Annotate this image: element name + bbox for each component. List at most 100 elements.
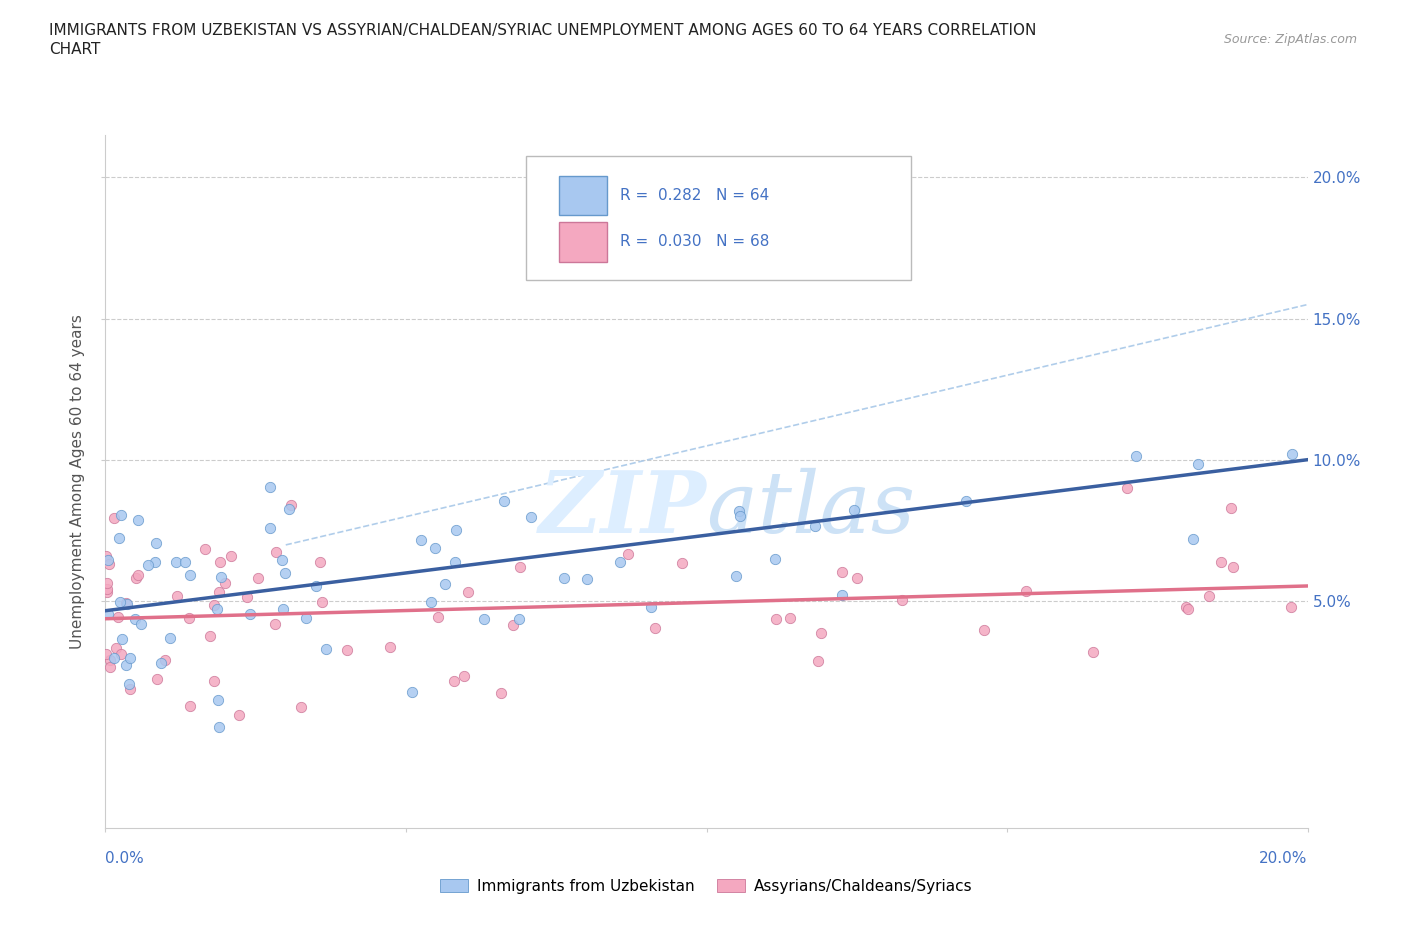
Point bbox=[763, 551, 786, 566]
Point bbox=[131, 617, 153, 631]
Point bbox=[118, 676, 141, 691]
Point bbox=[1198, 589, 1220, 604]
Point bbox=[127, 512, 149, 527]
Point bbox=[779, 611, 801, 626]
Point bbox=[263, 616, 285, 631]
Point bbox=[159, 631, 181, 646]
Point bbox=[146, 672, 169, 687]
Point bbox=[145, 536, 167, 551]
Point bbox=[290, 700, 312, 715]
Point bbox=[728, 509, 751, 524]
Point bbox=[457, 585, 479, 600]
Point bbox=[118, 650, 141, 665]
Point bbox=[890, 592, 912, 607]
Point bbox=[427, 609, 450, 624]
Legend: Immigrants from Uzbekistan, Assyrians/Chaldeans/Syriacs: Immigrants from Uzbekistan, Assyrians/Ch… bbox=[434, 872, 979, 899]
Point bbox=[103, 511, 125, 525]
Point bbox=[508, 611, 530, 626]
Point bbox=[207, 693, 229, 708]
Point bbox=[150, 656, 173, 671]
Point bbox=[1175, 600, 1198, 615]
Point bbox=[815, 241, 838, 256]
Point bbox=[308, 554, 330, 569]
Point bbox=[100, 653, 122, 668]
Text: Source: ZipAtlas.com: Source: ZipAtlas.com bbox=[1223, 33, 1357, 46]
Text: 0.0%: 0.0% bbox=[105, 851, 145, 866]
Point bbox=[115, 658, 138, 672]
Point bbox=[208, 584, 231, 599]
Point bbox=[472, 611, 495, 626]
Point bbox=[765, 612, 787, 627]
Point bbox=[105, 641, 128, 656]
Point bbox=[259, 520, 281, 535]
Point bbox=[209, 569, 232, 584]
Point bbox=[727, 504, 749, 519]
Point bbox=[609, 554, 631, 569]
Point bbox=[136, 558, 159, 573]
Point bbox=[96, 576, 118, 591]
Point bbox=[423, 540, 446, 555]
Point bbox=[1281, 600, 1303, 615]
Point bbox=[519, 510, 541, 525]
Point bbox=[247, 571, 270, 586]
Point bbox=[295, 611, 318, 626]
Point bbox=[411, 533, 433, 548]
Point bbox=[271, 602, 294, 617]
Point bbox=[165, 555, 187, 570]
Point bbox=[305, 578, 328, 593]
Text: ZIP: ZIP bbox=[538, 467, 707, 551]
Point bbox=[810, 625, 832, 640]
Point bbox=[640, 600, 662, 615]
Point bbox=[239, 607, 262, 622]
Point bbox=[846, 570, 869, 585]
Point bbox=[98, 557, 121, 572]
Point bbox=[831, 565, 853, 579]
Point bbox=[97, 606, 120, 621]
Point bbox=[125, 571, 148, 586]
Point bbox=[315, 642, 337, 657]
Text: CHART: CHART bbox=[49, 42, 101, 57]
FancyBboxPatch shape bbox=[526, 155, 911, 280]
Point bbox=[443, 674, 465, 689]
Point bbox=[115, 597, 138, 612]
Point bbox=[202, 598, 225, 613]
Point bbox=[273, 565, 295, 580]
Point bbox=[280, 498, 302, 512]
Point bbox=[1182, 531, 1205, 546]
Point bbox=[143, 554, 166, 569]
Point bbox=[103, 651, 125, 666]
Point bbox=[806, 653, 828, 668]
Point bbox=[277, 502, 299, 517]
Point bbox=[973, 622, 995, 637]
Point bbox=[110, 594, 132, 609]
Point bbox=[270, 552, 292, 567]
Point bbox=[214, 575, 236, 590]
Point bbox=[434, 577, 457, 591]
Point bbox=[616, 546, 638, 561]
Point bbox=[179, 698, 201, 713]
Point bbox=[110, 508, 132, 523]
Point bbox=[955, 494, 977, 509]
Point bbox=[200, 628, 222, 643]
Point bbox=[111, 631, 134, 646]
Point bbox=[127, 567, 149, 582]
Point bbox=[207, 602, 229, 617]
Text: 20.0%: 20.0% bbox=[1260, 851, 1308, 866]
Text: IMMIGRANTS FROM UZBEKISTAN VS ASSYRIAN/CHALDEAN/SYRIAC UNEMPLOYMENT AMONG AGES 6: IMMIGRANTS FROM UZBEKISTAN VS ASSYRIAN/C… bbox=[49, 23, 1036, 38]
Point bbox=[453, 669, 475, 684]
Point bbox=[492, 494, 515, 509]
Point bbox=[804, 519, 827, 534]
Point bbox=[1187, 457, 1209, 472]
Point bbox=[177, 611, 200, 626]
Point bbox=[378, 640, 401, 655]
Point bbox=[155, 652, 177, 667]
Point bbox=[219, 549, 242, 564]
Point bbox=[1209, 555, 1232, 570]
FancyBboxPatch shape bbox=[558, 176, 607, 215]
Point bbox=[228, 708, 250, 723]
Point bbox=[491, 685, 513, 700]
Point bbox=[1177, 602, 1199, 617]
Point bbox=[644, 620, 666, 635]
Point bbox=[575, 571, 598, 586]
Point bbox=[115, 595, 138, 610]
